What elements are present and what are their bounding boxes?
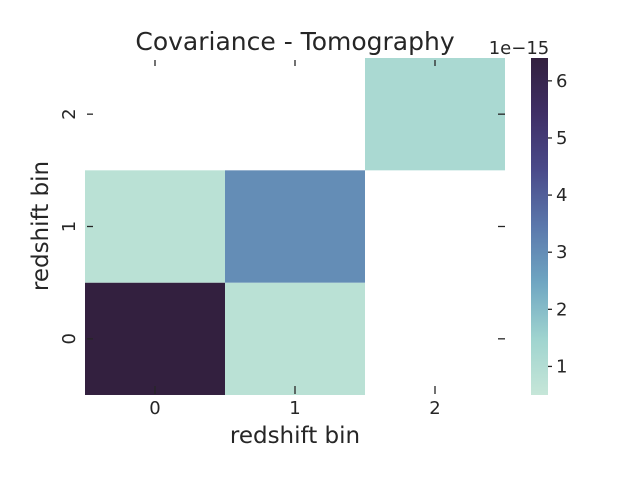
- colorbar-tick-label: 5: [556, 128, 567, 149]
- x-tick-label: 2: [429, 398, 440, 419]
- heatmap-cell: [225, 282, 365, 395]
- y-tick-label: 1: [59, 221, 80, 232]
- axis-ticks: 0 1 2 0 1 2: [59, 60, 505, 419]
- x-tick-label: 0: [149, 398, 160, 419]
- heatmap-cell: [365, 58, 505, 171]
- heatmap-cell: [85, 282, 225, 395]
- colorbar-ticks: 1 2 3 4 5 6: [548, 71, 567, 377]
- heatmap-cell: [85, 170, 225, 283]
- heatmap-cell: [225, 170, 365, 283]
- chart-title: Covariance - Tomography: [135, 27, 454, 56]
- colorbar-tick-label: 2: [556, 299, 567, 320]
- y-tick-label: 0: [59, 333, 80, 344]
- y-axis-title: redshift bin: [28, 161, 54, 291]
- colorbar-offset-label: 1e−15: [489, 38, 550, 59]
- colorbar-tick-label: 3: [556, 242, 567, 263]
- colorbar: [531, 58, 548, 395]
- colorbar-tick-label: 4: [556, 185, 567, 206]
- colorbar-tick-label: 6: [556, 71, 567, 92]
- x-axis-title: redshift bin: [230, 423, 360, 449]
- heatmap-cells: [85, 58, 505, 395]
- y-tick-label: 2: [59, 108, 80, 119]
- x-tick-label: 1: [289, 398, 300, 419]
- colorbar-tick-label: 1: [556, 356, 567, 377]
